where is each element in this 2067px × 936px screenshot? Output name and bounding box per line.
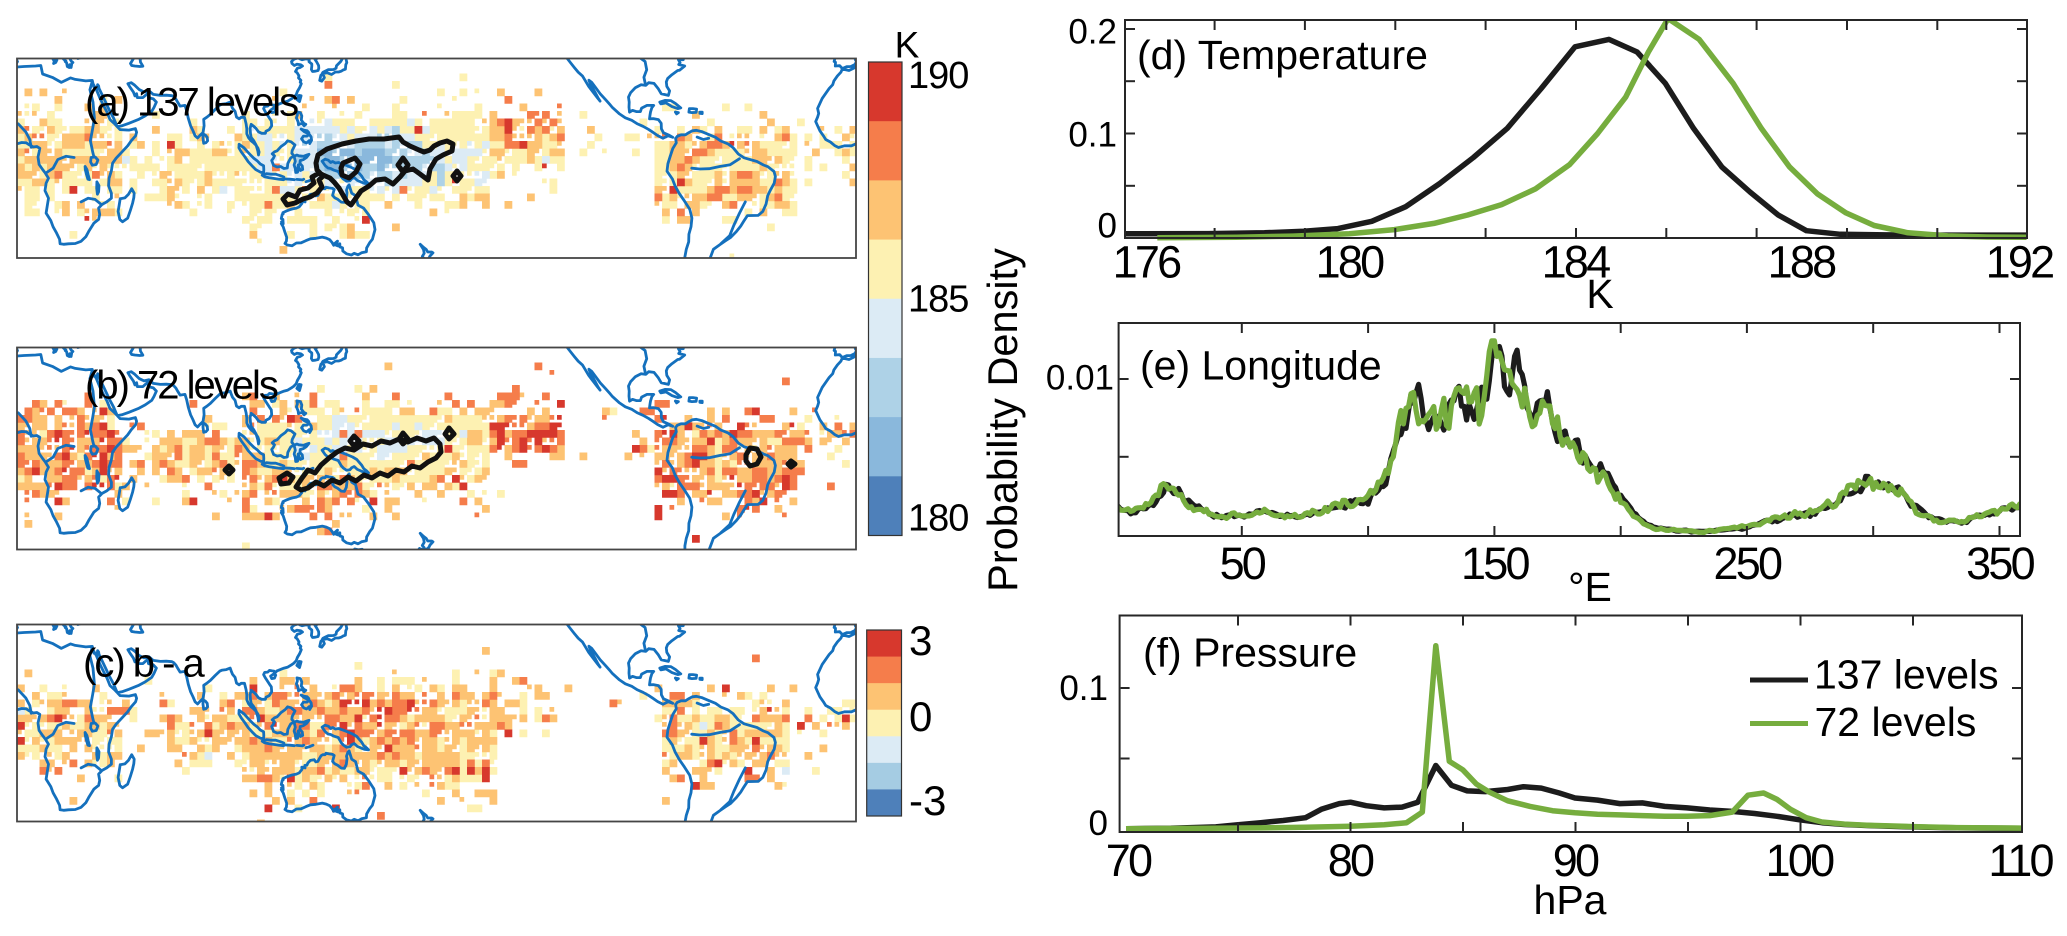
svg-text:0.1: 0.1 <box>1059 669 1108 708</box>
svg-text:°E: °E <box>1568 564 1612 610</box>
svg-text:250: 250 <box>1714 538 1782 589</box>
svg-text:(d) Temperature: (d) Temperature <box>1137 32 1428 78</box>
svg-text:176: 176 <box>1113 237 1181 288</box>
svg-text:100: 100 <box>1766 835 1834 886</box>
svg-text:0: 0 <box>1098 207 1117 246</box>
svg-text:0: 0 <box>1089 804 1108 843</box>
svg-text:0.01: 0.01 <box>1046 359 1114 398</box>
svg-text:350: 350 <box>1966 538 2034 589</box>
svg-text:180: 180 <box>1316 237 1384 288</box>
svg-text:80: 80 <box>1328 835 1374 886</box>
svg-text:hPa: hPa <box>1534 877 1607 923</box>
svg-text:150: 150 <box>1461 538 1529 589</box>
svg-text:-3: -3 <box>909 777 946 824</box>
svg-text:(a) 137 levels: (a) 137 levels <box>85 80 298 124</box>
svg-text:90: 90 <box>1553 835 1599 886</box>
svg-text:0.1: 0.1 <box>1068 116 1117 155</box>
svg-text:110: 110 <box>1988 835 2053 886</box>
svg-text:K: K <box>895 25 920 66</box>
svg-text:190: 190 <box>908 55 968 97</box>
svg-text:185: 185 <box>908 279 968 321</box>
svg-text:0.2: 0.2 <box>1068 13 1117 52</box>
svg-text:(c) b - a: (c) b - a <box>83 642 206 686</box>
svg-text:72 levels: 72 levels <box>1815 699 1977 745</box>
svg-text:184: 184 <box>1542 237 1610 288</box>
svg-text:192: 192 <box>1986 237 2053 288</box>
svg-text:50: 50 <box>1220 538 1266 589</box>
svg-text:3: 3 <box>909 617 932 664</box>
svg-text:(f) Pressure: (f) Pressure <box>1143 630 1357 676</box>
svg-text:(e) Longitude: (e) Longitude <box>1140 343 1382 389</box>
svg-text:70: 70 <box>1106 835 1152 886</box>
svg-text:137 levels: 137 levels <box>1814 652 1999 698</box>
svg-text:Probability Density: Probability Density <box>979 248 1026 592</box>
svg-text:0: 0 <box>909 693 932 740</box>
svg-text:(b) 72 levels: (b) 72 levels <box>85 363 278 407</box>
svg-text:188: 188 <box>1768 237 1836 288</box>
svg-text:180: 180 <box>908 498 968 540</box>
svg-text:K: K <box>1586 271 1613 317</box>
